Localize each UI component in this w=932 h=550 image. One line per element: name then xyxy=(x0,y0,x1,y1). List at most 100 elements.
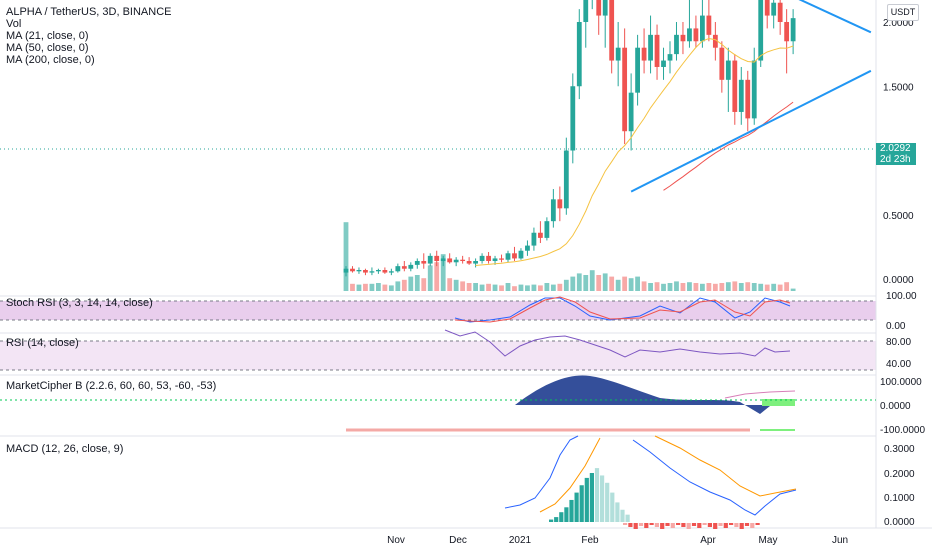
time-tick: Dec xyxy=(449,535,467,546)
last-price-tag: 2.0292 2d 23h xyxy=(876,143,916,165)
macd-histogram-bar xyxy=(559,512,564,522)
macd-tick-00: 0.0000 xyxy=(884,517,915,528)
volume-bar xyxy=(738,283,744,291)
candle-body xyxy=(654,34,660,67)
volume-bar xyxy=(518,284,524,291)
candle-body xyxy=(479,255,485,262)
volume-bar xyxy=(538,285,543,291)
volume-bar xyxy=(440,254,446,291)
chart-title: ALPHA / TetherUS, 3D, BINANCE xyxy=(6,6,171,18)
macd-histogram-bar-neg xyxy=(707,523,712,527)
volume-bar xyxy=(596,275,602,291)
cipher-tick-neg100: -100.0000 xyxy=(880,425,925,436)
volume-bar xyxy=(512,286,517,291)
candles xyxy=(343,0,796,277)
candle-body xyxy=(369,271,375,273)
candle-body xyxy=(758,0,764,61)
macd-histogram-bar xyxy=(594,468,600,522)
macd-histogram-bar-neg xyxy=(744,523,750,526)
candle-body xyxy=(356,270,362,272)
candle-body xyxy=(687,28,692,42)
macd-histogram-bar-neg xyxy=(681,523,686,527)
candle-body xyxy=(505,253,511,260)
macd-histogram-bar-neg xyxy=(654,523,659,527)
candle-body xyxy=(725,60,731,80)
trendlines xyxy=(630,0,872,193)
stoch-band xyxy=(0,301,876,320)
candle-body xyxy=(771,2,777,16)
candle-body xyxy=(544,221,550,238)
volume-bar xyxy=(356,284,362,291)
macd-tick-02: 0.2000 xyxy=(884,469,915,480)
candle-body xyxy=(784,22,790,42)
rsi-tick-40: 40.00 xyxy=(886,359,911,370)
indicator-ma200: MA (200, close, 0) xyxy=(6,54,95,66)
volume-bar xyxy=(557,283,563,291)
macd-histogram-bar-neg xyxy=(702,523,707,525)
candle-body xyxy=(486,255,491,262)
macd-histogram-bar-neg xyxy=(676,523,681,525)
volume-bar xyxy=(466,283,472,291)
candle-body xyxy=(376,270,381,272)
stoch-label: Stoch RSI (3, 3, 14, 14, close) xyxy=(6,297,153,309)
time-tick: Apr xyxy=(700,535,716,546)
candle-body xyxy=(661,60,666,67)
macd-histogram-bar-neg xyxy=(649,523,654,525)
macd-histogram-bar xyxy=(549,519,554,522)
macd-histogram-bar xyxy=(569,499,574,522)
volume-bar xyxy=(453,279,459,291)
macd-tick-01: 0.1000 xyxy=(884,493,915,504)
candle-body xyxy=(648,34,653,61)
macd-histogram-bar-neg xyxy=(660,523,665,529)
volume-bar xyxy=(563,279,569,291)
volume-bar xyxy=(486,283,491,291)
candle-body xyxy=(414,261,420,265)
volume-bar xyxy=(343,222,349,291)
macd-histogram-bar-neg xyxy=(633,523,638,529)
candle-body xyxy=(525,245,530,251)
volume-bar xyxy=(635,276,640,291)
macd-histogram-bar xyxy=(610,492,615,522)
candle-body xyxy=(576,22,582,87)
macd-histogram-bar xyxy=(589,473,594,522)
macd-histogram-bar-neg xyxy=(718,523,723,526)
candle-body xyxy=(719,47,725,80)
candle-body xyxy=(460,259,466,262)
macd-histogram-bar xyxy=(554,517,559,522)
candle-body xyxy=(473,261,478,264)
volume-bar xyxy=(427,265,433,291)
volume-bar xyxy=(693,283,699,291)
candle-body xyxy=(408,264,414,269)
volume-bar xyxy=(531,284,537,291)
indicator-vol: Vol xyxy=(6,18,21,30)
candle-body xyxy=(790,18,796,42)
ma50-line xyxy=(663,101,794,191)
volume-bar xyxy=(421,278,427,291)
stoch-tick-0: 0.00 xyxy=(886,321,906,332)
currency-button[interactable]: USDT xyxy=(887,4,919,21)
macd-histogram-bar xyxy=(600,475,605,522)
cipher-wave xyxy=(515,375,775,414)
macd-histogram-bar-neg xyxy=(691,523,697,526)
candle-body xyxy=(706,15,712,35)
candle-body xyxy=(745,79,751,119)
candle-body xyxy=(421,261,427,264)
candle-body xyxy=(557,199,563,209)
volume-bar xyxy=(589,270,595,291)
macd-histogram-bar-neg xyxy=(665,523,670,526)
volume-bar xyxy=(674,281,679,291)
macd-histogram-bar xyxy=(615,502,620,522)
volume-bar xyxy=(460,281,466,291)
volume-bar xyxy=(615,279,621,291)
volume-bar xyxy=(706,283,712,291)
candle-body xyxy=(641,47,647,61)
ma21-line xyxy=(475,37,794,266)
macd-histogram-bar xyxy=(625,514,630,522)
candle-body xyxy=(635,47,640,93)
volume-bar xyxy=(602,273,608,291)
volume-bar xyxy=(414,275,420,291)
candle-body xyxy=(492,258,498,262)
indicator-ma50: MA (50, close, 0) xyxy=(6,42,89,54)
volume-bar xyxy=(505,283,511,291)
